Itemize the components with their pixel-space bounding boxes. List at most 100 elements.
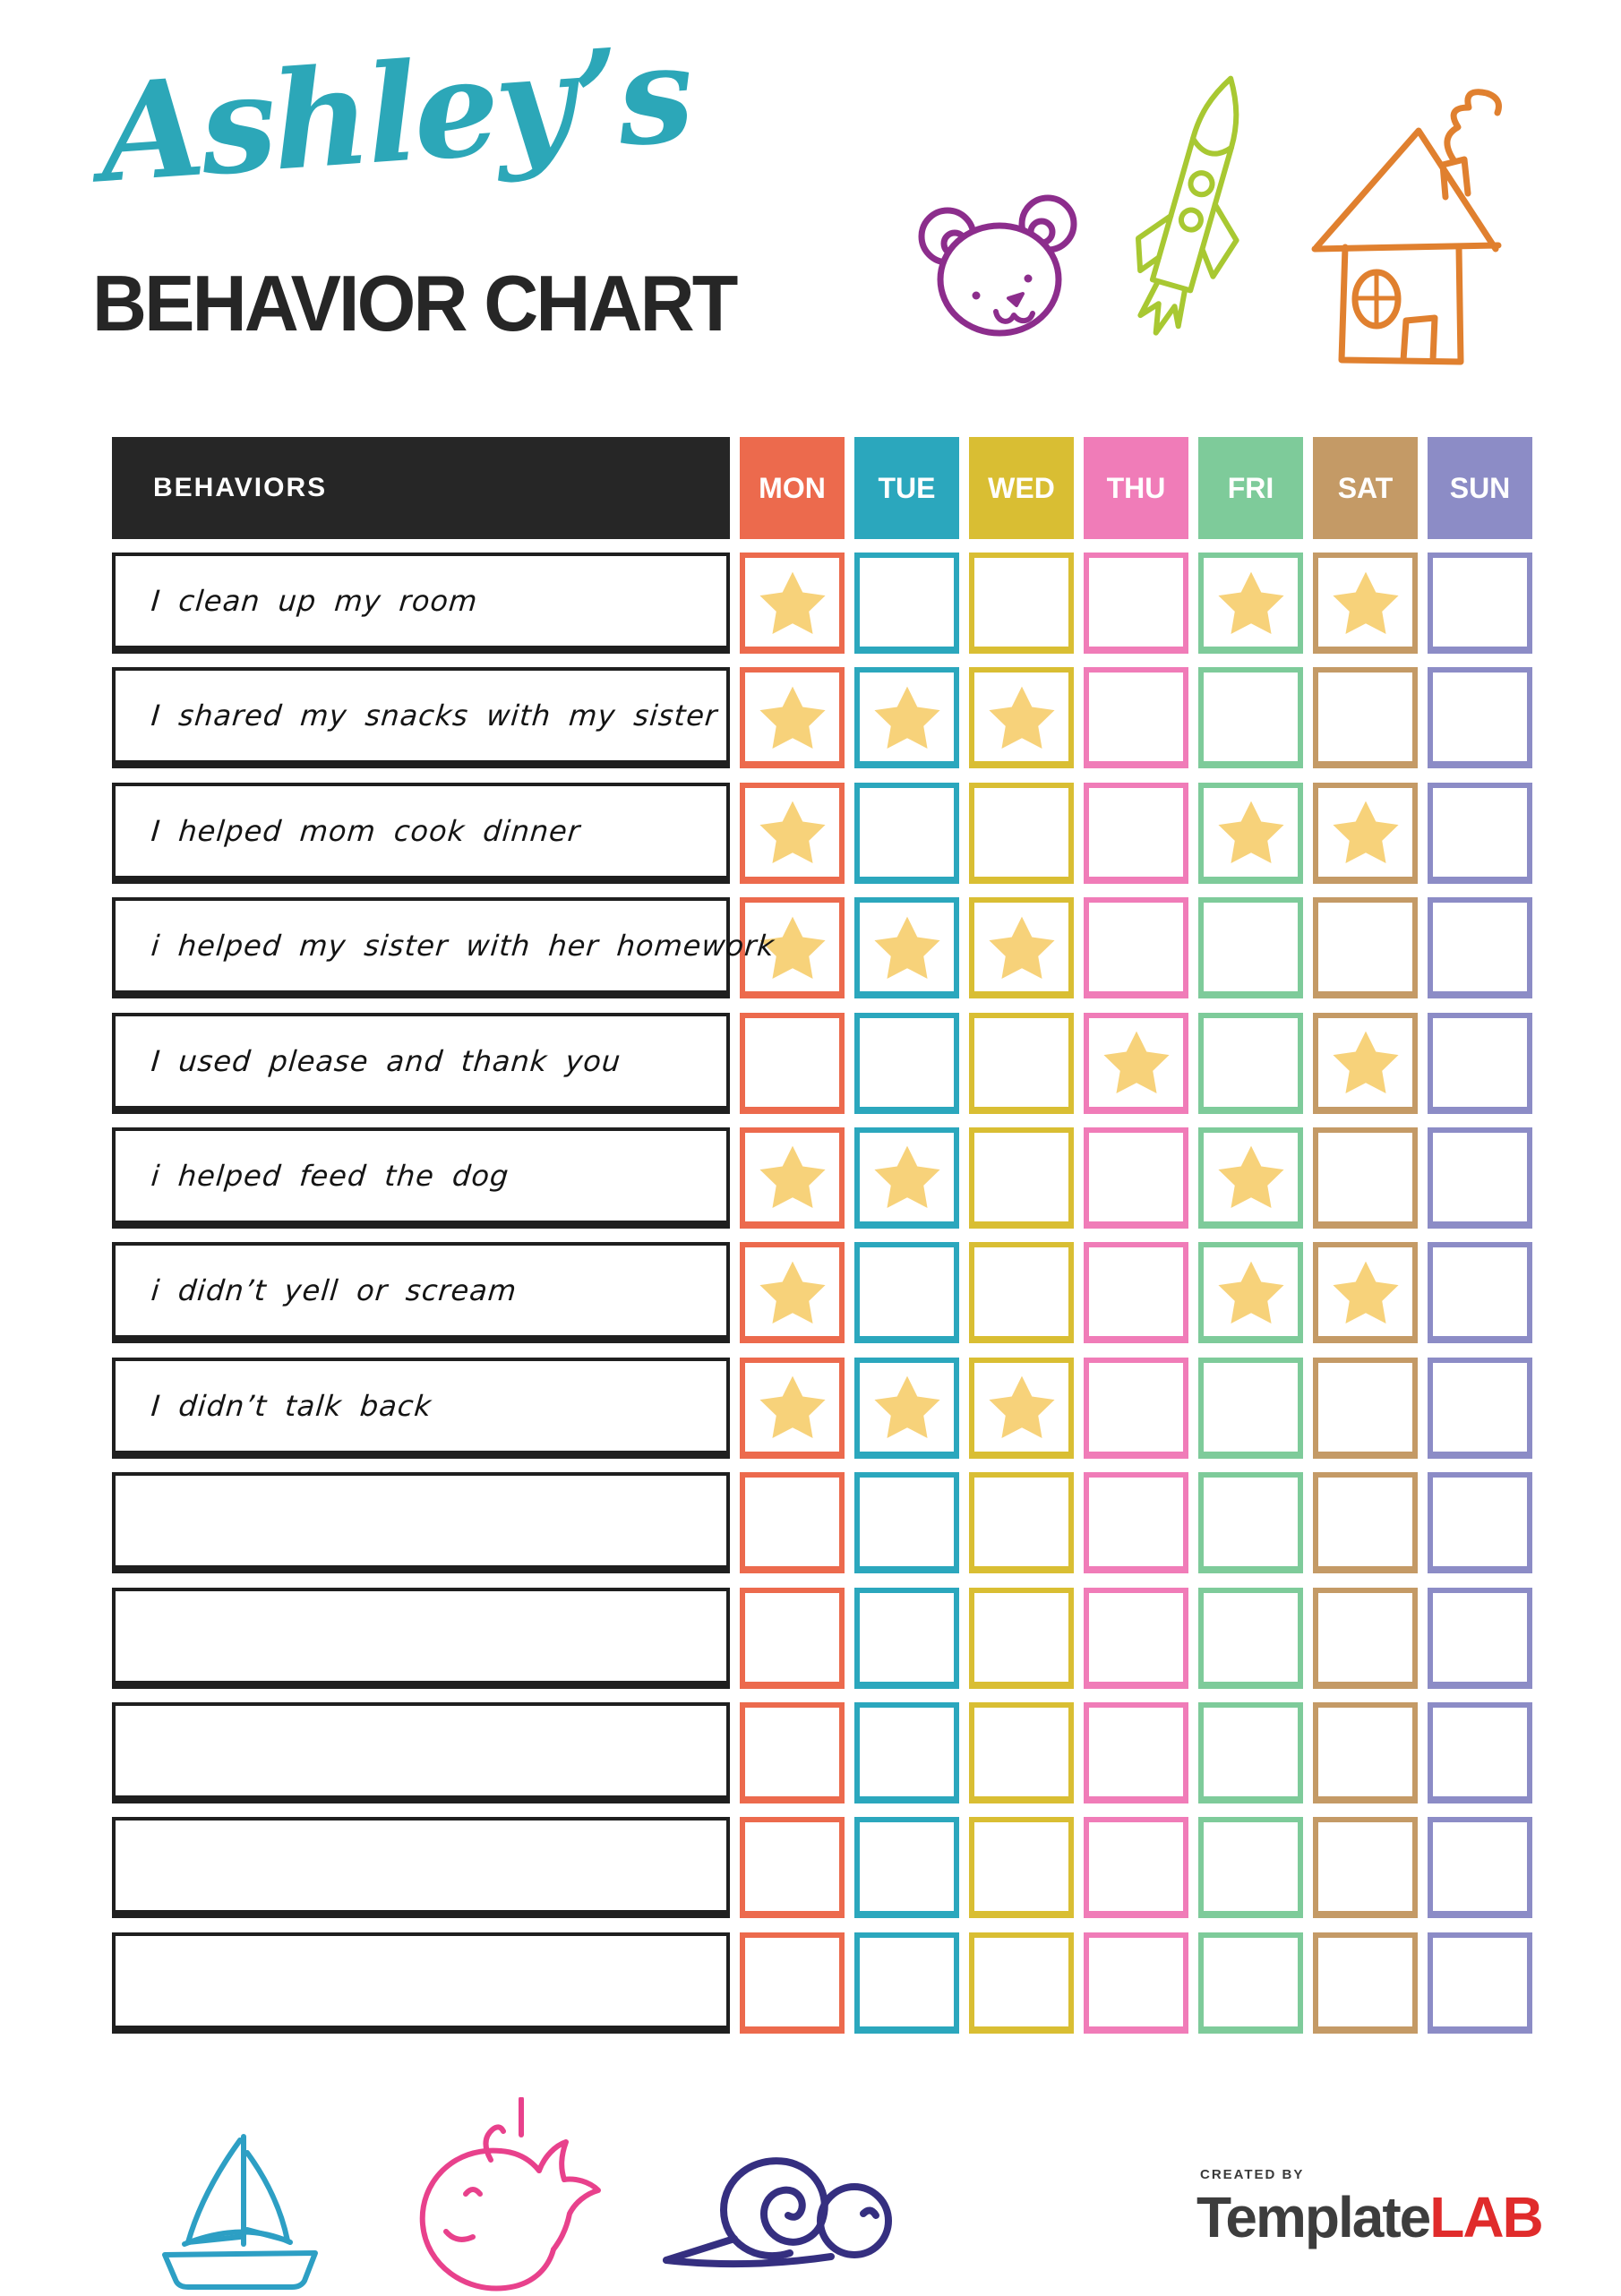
day-cell-fri[interactable] bbox=[1198, 1932, 1303, 2034]
day-cell-wed[interactable] bbox=[969, 897, 1074, 999]
day-cell-mon[interactable] bbox=[740, 782, 845, 884]
star-icon bbox=[759, 571, 826, 634]
day-cell-tue[interactable] bbox=[854, 667, 959, 769]
day-cell-sat[interactable] bbox=[1313, 1701, 1418, 1803]
day-cell-thu[interactable] bbox=[1084, 1127, 1188, 1229]
day-cell-tue[interactable] bbox=[854, 1127, 959, 1229]
day-cell-mon[interactable] bbox=[740, 1242, 845, 1344]
star-icon bbox=[873, 1375, 940, 1439]
day-cell-sun[interactable] bbox=[1428, 1701, 1532, 1803]
day-cell-sun[interactable] bbox=[1428, 897, 1532, 999]
day-cell-sun[interactable] bbox=[1428, 1242, 1532, 1344]
day-cell-fri[interactable] bbox=[1198, 897, 1303, 999]
day-cell-fri[interactable] bbox=[1198, 553, 1303, 654]
day-cell-tue[interactable] bbox=[854, 782, 959, 884]
day-cell-thu[interactable] bbox=[1084, 782, 1188, 884]
day-cell-thu[interactable] bbox=[1084, 1817, 1188, 1919]
day-cell-mon[interactable] bbox=[740, 1472, 845, 1574]
day-cell-sun[interactable] bbox=[1428, 553, 1532, 654]
day-cell-mon[interactable] bbox=[740, 897, 845, 999]
day-cell-mon[interactable] bbox=[740, 1701, 845, 1803]
day-cell-tue[interactable] bbox=[854, 897, 959, 999]
day-cell-wed[interactable] bbox=[969, 553, 1074, 654]
day-cell-mon[interactable] bbox=[740, 667, 845, 769]
day-cell-thu[interactable] bbox=[1084, 667, 1188, 769]
day-cell-tue[interactable] bbox=[854, 1357, 959, 1459]
day-cell-mon[interactable] bbox=[740, 553, 845, 654]
day-cell-thu[interactable] bbox=[1084, 1701, 1188, 1803]
day-cell-thu[interactable] bbox=[1084, 1932, 1188, 2034]
day-cell-tue[interactable] bbox=[854, 1701, 959, 1803]
day-cell-sat[interactable] bbox=[1313, 1587, 1418, 1689]
day-cell-wed[interactable] bbox=[969, 1587, 1074, 1689]
day-cell-wed[interactable] bbox=[969, 1242, 1074, 1344]
day-cell-mon[interactable] bbox=[740, 1932, 845, 2034]
day-cell-wed[interactable] bbox=[969, 782, 1074, 884]
day-cell-mon[interactable] bbox=[740, 1817, 845, 1919]
day-cell-sun[interactable] bbox=[1428, 1817, 1532, 1919]
day-cell-tue[interactable] bbox=[854, 1817, 959, 1919]
behavior-label: I used please and thank you bbox=[150, 1043, 623, 1078]
day-cell-wed[interactable] bbox=[969, 1127, 1074, 1229]
day-cell-sat[interactable] bbox=[1313, 1012, 1418, 1114]
day-cell-sun[interactable] bbox=[1428, 1012, 1532, 1114]
day-cell-fri[interactable] bbox=[1198, 1357, 1303, 1459]
day-cell-sat[interactable] bbox=[1313, 1472, 1418, 1574]
star-icon bbox=[759, 801, 826, 864]
day-cell-thu[interactable] bbox=[1084, 1357, 1188, 1459]
day-cell-thu[interactable] bbox=[1084, 1587, 1188, 1689]
day-cell-wed[interactable] bbox=[969, 1817, 1074, 1919]
day-cell-fri[interactable] bbox=[1198, 1242, 1303, 1344]
day-cell-sat[interactable] bbox=[1313, 667, 1418, 769]
day-cell-sat[interactable] bbox=[1313, 553, 1418, 654]
day-cell-wed[interactable] bbox=[969, 1357, 1074, 1459]
day-cell-sat[interactable] bbox=[1313, 897, 1418, 999]
day-cell-fri[interactable] bbox=[1198, 1701, 1303, 1803]
table-row: I used please and thank you bbox=[112, 1012, 1532, 1114]
day-cell-sun[interactable] bbox=[1428, 1587, 1532, 1689]
day-cell-sat[interactable] bbox=[1313, 782, 1418, 884]
day-cell-wed[interactable] bbox=[969, 1012, 1074, 1114]
day-cell-fri[interactable] bbox=[1198, 1472, 1303, 1574]
behavior-label-box bbox=[112, 1701, 730, 1803]
day-cell-wed[interactable] bbox=[969, 1932, 1074, 2034]
day-cell-mon[interactable] bbox=[740, 1127, 845, 1229]
day-cell-tue[interactable] bbox=[854, 1932, 959, 2034]
day-cell-sat[interactable] bbox=[1313, 1242, 1418, 1344]
day-cell-thu[interactable] bbox=[1084, 1012, 1188, 1114]
day-cell-sat[interactable] bbox=[1313, 1932, 1418, 2034]
day-cell-thu[interactable] bbox=[1084, 553, 1188, 654]
day-cell-sat[interactable] bbox=[1313, 1127, 1418, 1229]
day-cell-sat[interactable] bbox=[1313, 1817, 1418, 1919]
day-cell-sun[interactable] bbox=[1428, 667, 1532, 769]
day-cell-sun[interactable] bbox=[1428, 1127, 1532, 1229]
day-cell-mon[interactable] bbox=[740, 1357, 845, 1459]
day-cell-tue[interactable] bbox=[854, 1472, 959, 1574]
day-cell-wed[interactable] bbox=[969, 1472, 1074, 1574]
day-cell-fri[interactable] bbox=[1198, 1587, 1303, 1689]
day-cell-mon[interactable] bbox=[740, 1587, 845, 1689]
day-cell-thu[interactable] bbox=[1084, 1242, 1188, 1344]
day-cell-fri[interactable] bbox=[1198, 667, 1303, 769]
day-cell-tue[interactable] bbox=[854, 553, 959, 654]
day-cell-wed[interactable] bbox=[969, 667, 1074, 769]
day-cell-thu[interactable] bbox=[1084, 1472, 1188, 1574]
day-cell-sun[interactable] bbox=[1428, 1357, 1532, 1459]
logo-brand-dark: Template bbox=[1196, 2185, 1431, 2249]
day-cell-sun[interactable] bbox=[1428, 782, 1532, 884]
day-cell-sun[interactable] bbox=[1428, 1472, 1532, 1574]
day-cell-tue[interactable] bbox=[854, 1242, 959, 1344]
day-cell-sun[interactable] bbox=[1428, 1932, 1532, 2034]
day-cell-mon[interactable] bbox=[740, 1012, 845, 1114]
day-cell-fri[interactable] bbox=[1198, 782, 1303, 884]
table-row: I didn’t talk back bbox=[112, 1357, 1532, 1459]
day-cell-sat[interactable] bbox=[1313, 1357, 1418, 1459]
day-cell-tue[interactable] bbox=[854, 1012, 959, 1114]
day-cell-fri[interactable] bbox=[1198, 1012, 1303, 1114]
day-cell-fri[interactable] bbox=[1198, 1817, 1303, 1919]
day-cell-fri[interactable] bbox=[1198, 1127, 1303, 1229]
day-cell-tue[interactable] bbox=[854, 1587, 959, 1689]
behavior-label-box bbox=[112, 1932, 730, 2034]
day-cell-wed[interactable] bbox=[969, 1701, 1074, 1803]
day-cell-thu[interactable] bbox=[1084, 897, 1188, 999]
